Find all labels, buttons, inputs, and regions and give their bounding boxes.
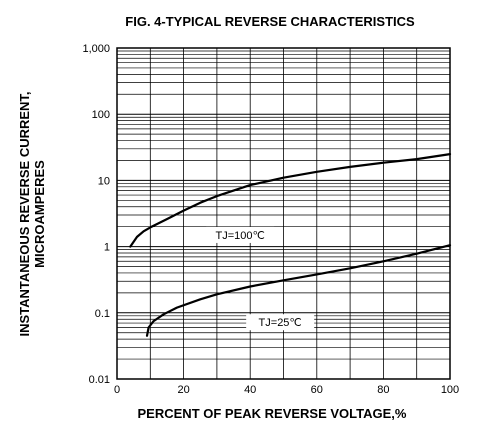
- series-label-background: [206, 226, 275, 243]
- y-tick-label: 0.01: [89, 374, 110, 386]
- y-tick-label: 1,000: [82, 43, 110, 55]
- y-tick-label: 0.1: [95, 308, 110, 320]
- series-group: TJ=100℃ TJ=25℃: [129, 153, 452, 337]
- plot-grid: [117, 48, 450, 379]
- series-line: [129, 153, 452, 248]
- x-tick-label: 20: [177, 384, 189, 396]
- y-axis-label-line1: INSTANTANEOUS REVERSE CURRENT,: [17, 91, 32, 336]
- x-tick-label: 80: [377, 384, 389, 396]
- series-label: TJ=100℃: [216, 230, 265, 242]
- series-label-background: [246, 314, 315, 331]
- x-tick-label: 40: [244, 384, 256, 396]
- chart-title: FIG. 4-TYPICAL REVERSE CHARACTERISTICS: [125, 14, 415, 29]
- y-tick-label: 10: [98, 175, 110, 187]
- x-axis-label: PERCENT OF PEAK REVERSE VOLTAGE,%: [138, 406, 407, 421]
- y-axis-label-line2: MICROAMPERES: [32, 160, 47, 268]
- y-tick-label: 1: [104, 242, 110, 254]
- y-tick-labels: 0.01 0.1 1 10 100 1,000: [82, 43, 110, 386]
- series-line: [145, 244, 452, 337]
- plot-frame: [116, 47, 451, 380]
- y-tick-label: 100: [92, 109, 110, 121]
- x-tick-labels: 0 20 40 60 80 100: [114, 384, 459, 396]
- x-tick-label: 60: [311, 384, 323, 396]
- x-tick-label: 0: [114, 384, 120, 396]
- x-tick-label: 100: [441, 384, 459, 396]
- series-label: TJ=25℃: [259, 317, 302, 329]
